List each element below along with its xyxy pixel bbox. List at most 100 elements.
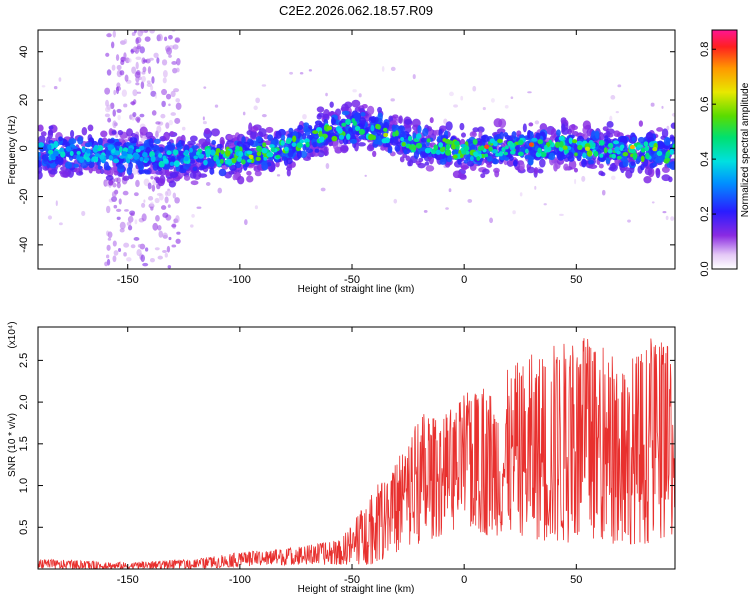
spectrogram-core-blob xyxy=(503,132,509,138)
spectrogram-noise-blob xyxy=(143,59,148,63)
spectrogram-x-tick-label: -150 xyxy=(117,274,139,286)
spectrogram-peak-blob xyxy=(663,158,670,164)
spectrogram-core-blob xyxy=(114,141,123,146)
spectrogram-peak-blob xyxy=(408,144,414,150)
spectrogram-core-blob xyxy=(467,160,475,167)
spectrogram-core-blob xyxy=(267,134,274,141)
spectrogram-noise-blob xyxy=(104,87,111,95)
spectrogram-frame xyxy=(37,29,676,270)
spectrogram-halo-blob xyxy=(316,106,325,113)
spectrogram-halo-blob xyxy=(469,131,477,138)
spectrogram-peak-blob xyxy=(275,154,281,159)
spectrogram-noise-blob xyxy=(460,95,464,101)
spectrogram-noise-blob xyxy=(202,120,207,125)
spectrogram-peak-blob xyxy=(412,144,417,151)
colorbar-tick-label: 0.2 xyxy=(699,206,711,221)
spectrogram-peak-blob xyxy=(384,137,390,144)
spectrogram-peak-blob xyxy=(544,148,548,153)
spectrogram-halo-blob xyxy=(460,165,470,170)
spectrogram-noise-blob xyxy=(41,85,46,88)
spectrogram-halo-blob xyxy=(567,128,572,135)
spectrogram-halo-blob xyxy=(661,166,670,174)
spectrogram-noise-blob xyxy=(107,237,112,241)
spectrogram-halo-blob xyxy=(48,125,54,130)
spectrogram-noise-blob xyxy=(176,231,181,235)
colorbar-tick-label: 0.8 xyxy=(699,42,711,57)
spectrogram-noise-blob xyxy=(147,182,152,190)
snr-x-axis: -150 -100 -50 0 50 xyxy=(117,327,582,586)
colorbar-tick-label: 0.0 xyxy=(699,261,711,276)
spectrogram-peak-blob xyxy=(127,147,134,155)
spectrogram-halo-blob xyxy=(169,171,179,179)
spectrogram-peak-blob xyxy=(537,147,542,154)
spectrogram-x-tick-label: 50 xyxy=(570,274,582,286)
spectrogram-core-blob xyxy=(312,141,318,148)
spectrogram-core-blob xyxy=(360,112,366,117)
spectrogram-peak-blob xyxy=(645,152,650,160)
spectrogram-halo-blob xyxy=(351,99,361,108)
spectrogram-noise-blob xyxy=(122,190,129,196)
spectrogram-core-blob xyxy=(417,125,422,134)
spectrogram-noise-blob xyxy=(130,244,136,249)
spectrogram-noise-blob xyxy=(120,59,125,66)
spectrogram-noise-blob xyxy=(116,181,121,189)
spectrogram-halo-blob xyxy=(561,127,570,135)
spectrogram-halo-blob xyxy=(250,125,259,132)
spectrogram-noise-blob xyxy=(448,188,452,193)
spectrogram-noise-blob xyxy=(123,103,128,108)
spectrogram-peak-blob xyxy=(270,147,276,153)
spectrogram-core-blob xyxy=(524,140,532,148)
spectrogram-halo-blob xyxy=(366,144,375,152)
spectrogram-noise-blob xyxy=(196,206,202,209)
spectrogram-peak-blob xyxy=(338,134,345,140)
spectrogram-noise-blob xyxy=(543,203,547,206)
spectrogram-halo-blob xyxy=(246,170,252,176)
spectrogram-core-blob xyxy=(457,158,462,165)
spectrogram-peak-blob xyxy=(476,155,481,161)
spectrogram-peak-blob xyxy=(219,158,224,164)
spectrogram-peak-blob xyxy=(158,160,165,168)
spectrogram-panel: -150 -100 -50 0 50 -40 -20 0 20 40 Height of str… xyxy=(7,29,676,295)
spectrogram-peak-blob xyxy=(540,151,547,158)
snr-scale-label: (x10⁴) xyxy=(7,321,18,348)
spectrogram-noise-blob xyxy=(512,210,516,215)
spectrogram-noise-blob xyxy=(55,200,58,207)
spectrogram-core-blob xyxy=(467,139,472,145)
spectrogram-peak-blob xyxy=(246,150,253,155)
spectrogram-noise-blob xyxy=(142,262,149,267)
spectrogram-peak-blob xyxy=(318,130,323,138)
spectrogram-core-blob xyxy=(314,148,320,153)
spectrogram-x-tick-label: -50 xyxy=(344,274,360,286)
spectrogram-noise-blob xyxy=(156,125,162,134)
spectrogram-halo-blob xyxy=(539,123,548,132)
spectrogram-noise-blob xyxy=(308,69,312,72)
spectrogram-noise-blob xyxy=(140,81,145,90)
spectrogram-core-blob xyxy=(511,131,517,139)
spectrogram-halo-blob xyxy=(49,168,58,175)
spectrogram-halo-blob xyxy=(588,164,598,169)
spectrogram-peak-blob xyxy=(599,153,604,158)
spectrogram-peak-blob xyxy=(447,140,454,145)
spectrogram-peak-blob xyxy=(632,153,637,161)
spectrogram-core-blob xyxy=(399,131,406,138)
spectrogram-noise-blob xyxy=(162,77,167,84)
spectrogram-noise-blob xyxy=(106,205,111,214)
spectrogram-peak-blob xyxy=(189,147,193,153)
spectrogram-peak-blob xyxy=(368,134,375,141)
spectrogram-noise-blob xyxy=(174,117,181,124)
spectrogram-halo-blob xyxy=(429,117,434,124)
spectrogram-noise-blob xyxy=(141,202,146,208)
spectrogram-peak-blob xyxy=(488,146,493,152)
spectrogram-peak-blob xyxy=(52,150,59,157)
spectrogram-peak-blob xyxy=(196,151,200,156)
spectrogram-peak-blob xyxy=(197,153,205,159)
spectrogram-peak-blob xyxy=(424,147,431,154)
spectrogram-core-blob xyxy=(287,150,294,158)
spectrogram-noise-blob xyxy=(121,89,128,97)
spectrogram-peak-blob xyxy=(484,153,489,158)
spectrogram-peak-blob xyxy=(358,128,365,135)
spectrogram-peak-blob xyxy=(121,151,128,157)
spectrogram-peak-blob xyxy=(169,161,175,166)
spectrogram-noise-blob xyxy=(559,213,564,216)
spectrogram-noise-blob xyxy=(123,242,130,248)
